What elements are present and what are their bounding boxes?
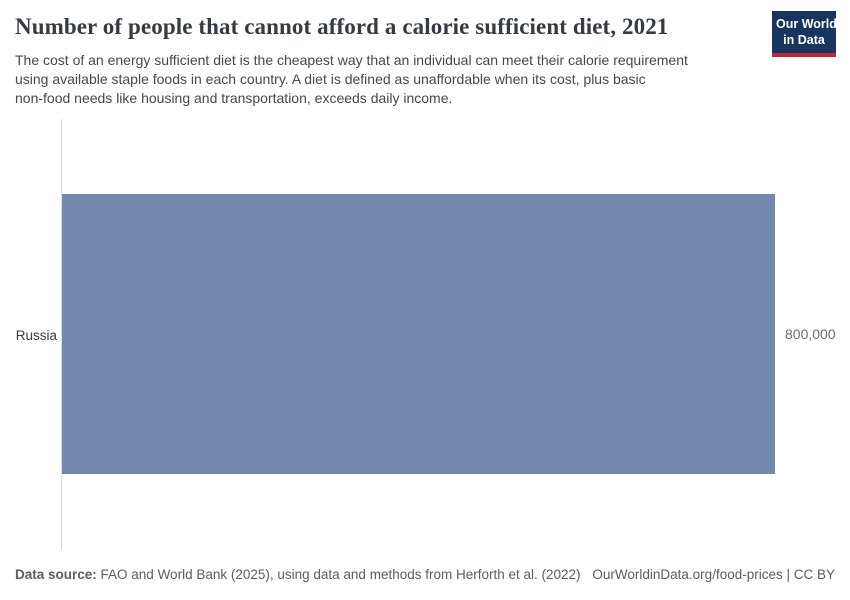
footer-attribution-link[interactable]: OurWorldinData.org/food-prices | CC BY <box>592 567 835 582</box>
logo-text-line2: in Data <box>783 32 825 47</box>
subtitle-line: The cost of an energy sufficient diet is… <box>15 52 688 68</box>
owid-logo[interactable]: Our World in Data <box>772 11 837 58</box>
logo-text-line1: Our World <box>776 17 837 31</box>
chart-subtitle: The cost of an energy sufficient diet is… <box>15 51 755 108</box>
bar-row-russia: 800,000 <box>62 194 836 474</box>
subtitle-line: non-food needs like housing and transpor… <box>15 90 453 106</box>
y-axis-line <box>61 119 62 550</box>
chart-title: Number of people that cannot afford a ca… <box>15 14 669 39</box>
entity-label-russia: Russia <box>15 328 57 343</box>
value-label-russia: 800,000 <box>785 326 836 342</box>
datasource-text: FAO and World Bank (2025), using data an… <box>96 567 581 582</box>
subtitle-line: using available staple foods in each cou… <box>15 71 646 87</box>
bar-russia[interactable] <box>62 194 775 474</box>
footer-datasource: Data source: FAO and World Bank (2025), … <box>15 567 581 582</box>
datasource-label: Data source: <box>15 567 97 582</box>
chart-footer: Data source: FAO and World Bank (2025), … <box>15 567 835 582</box>
